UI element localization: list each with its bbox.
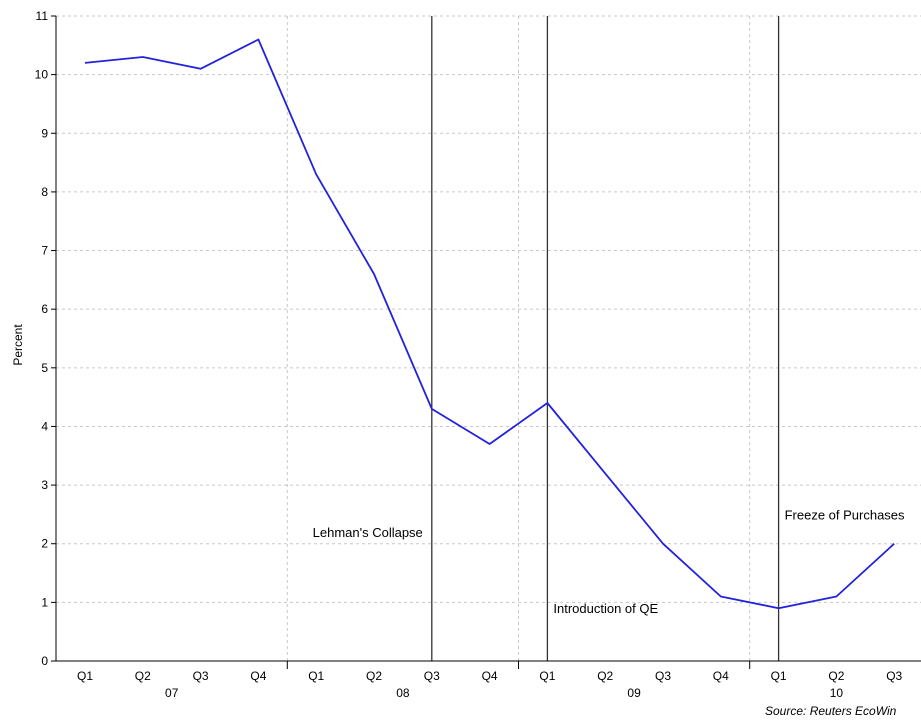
x-tick-label: Q1 (771, 669, 787, 683)
x-tick-label: Q1 (539, 669, 555, 683)
y-tick-label: 6 (41, 302, 48, 316)
year-label: 10 (830, 686, 844, 700)
x-tick-label: Q2 (828, 669, 844, 683)
y-tick-label: 4 (41, 419, 48, 433)
y-axis-label: Percent (11, 324, 25, 366)
y-tick-label: 2 (41, 537, 48, 551)
x-tick-label: Q3 (655, 669, 671, 683)
year-label: 08 (396, 686, 410, 700)
annotations: Lehman's Collapse Introduction of QE Freez… (313, 507, 905, 616)
y-tick-label: 8 (41, 185, 48, 199)
source-note: Source: Reuters EcoWin (765, 704, 897, 718)
x-tick-label: Q2 (597, 669, 613, 683)
year-label: 07 (165, 686, 179, 700)
y-tick-label: 0 (41, 654, 48, 668)
x-tick-label: Q3 (886, 669, 902, 683)
event-annotation: Lehman's Collapse (313, 525, 423, 540)
y-tick-label: 5 (41, 361, 48, 375)
event-annotation: Introduction of QE (553, 601, 658, 616)
y-tick-label: 3 (41, 478, 48, 492)
x-tick-label: Q4 (482, 669, 498, 683)
y-tick-label: 9 (41, 126, 48, 140)
event-lines (431, 16, 780, 661)
x-tick-label: Q3 (424, 669, 440, 683)
x-tick-label: Q2 (366, 669, 382, 683)
axes: 0 1 2 3 4 5 6 7 8 9 10 11 Q1 Q2 Q3 Q4 Q1 Q2 Q3 Q4 Q1 Q2 Q3 Q4 Q1… (35, 9, 921, 700)
series (84, 38, 895, 610)
y-tick-label: 7 (41, 244, 48, 258)
x-tick-label: Q3 (193, 669, 209, 683)
x-tick-label: Q4 (713, 669, 729, 683)
series-line (84, 38, 895, 610)
event-annotation: Freeze of Purchases (785, 507, 905, 522)
y-tick-label: 11 (36, 9, 49, 23)
x-tick-label: Q1 (308, 669, 324, 683)
x-tick-label: Q1 (77, 669, 93, 683)
year-label: 09 (627, 686, 641, 700)
y-tick-label: 1 (41, 595, 48, 609)
grid (56, 15, 921, 661)
x-tick-label: Q2 (135, 669, 151, 683)
y-tick-label: 10 (35, 68, 49, 82)
x-tick-label: Q4 (250, 669, 266, 683)
